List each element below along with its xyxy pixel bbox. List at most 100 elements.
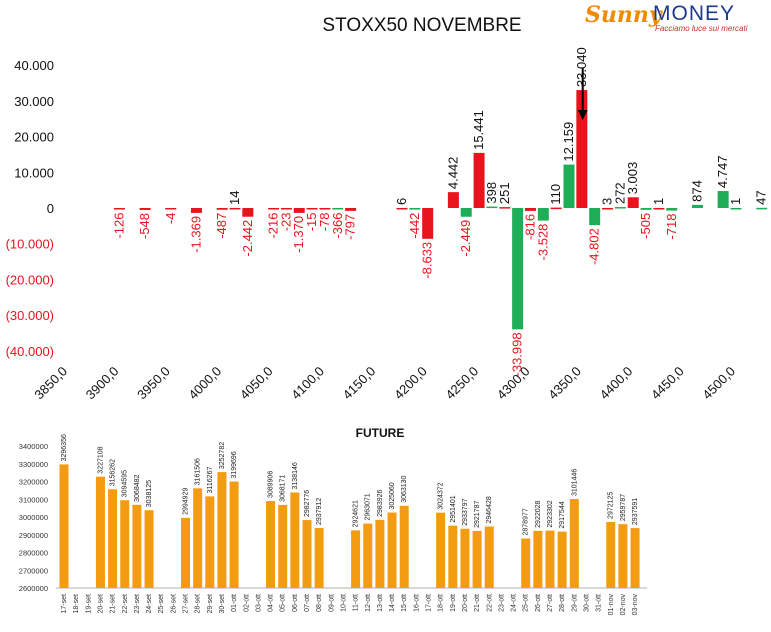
bar-data-label: -366 — [330, 213, 345, 239]
future-bar — [120, 500, 130, 588]
future-x-tick-label: 13-ott — [377, 594, 384, 612]
future-x-tick-label: 07-ott — [304, 594, 311, 612]
future-y-tick-label: 3000000 — [19, 513, 48, 522]
bar — [550, 207, 562, 210]
future-bar — [545, 530, 555, 588]
future-y-tick-label: 2600000 — [19, 584, 48, 593]
future-bar-label: 2972125 — [608, 492, 615, 519]
future-bar — [59, 464, 69, 588]
y-tick-label: 40.000 — [14, 58, 54, 73]
future-bar-label: 2921787 — [474, 501, 481, 528]
future-x-tick-label: 20-set — [97, 594, 104, 614]
future-bar-label: 3138146 — [292, 462, 299, 489]
x-tick-label: 4000,0 — [186, 364, 225, 403]
future-x-tick-label: 21-ott — [474, 594, 481, 612]
bar-data-label: 12.159 — [561, 122, 576, 162]
future-bar — [533, 530, 543, 588]
future-bar — [290, 492, 300, 588]
future-bar-label: 3252782 — [219, 442, 226, 469]
bar — [165, 208, 177, 210]
bar-data-label: -816 — [522, 214, 537, 240]
future-bar — [363, 523, 373, 588]
future-bar-label: 3063130 — [401, 475, 408, 502]
chart-title: STOXX50 NOVEMBRE — [322, 15, 521, 36]
future-x-tick-label: 17-set — [61, 594, 68, 614]
x-tick-label: 4250,0 — [442, 364, 481, 403]
future-y-tick-label: 3100000 — [19, 495, 48, 504]
future-bar-label: 3038125 — [146, 480, 153, 507]
future-bar-label: 3024372 — [438, 482, 445, 509]
future-x-tick-label: 20-ott — [462, 594, 469, 612]
bar-data-label: 6 — [394, 198, 409, 205]
bar — [756, 207, 768, 210]
future-bar — [278, 504, 288, 588]
future-x-tick-label: 25-ott — [523, 594, 530, 612]
future-x-tick-label: 16-ott — [413, 594, 420, 612]
y-tick-label: (10.000) — [6, 237, 54, 252]
future-x-tick-label: 15-ott — [401, 594, 408, 612]
bar — [229, 207, 241, 210]
bar-data-label: -2.442 — [240, 220, 255, 257]
y-tick-label: (30.000) — [6, 308, 54, 323]
y-tick-label: 30.000 — [14, 94, 54, 109]
future-bar — [181, 517, 190, 588]
bar — [280, 208, 292, 210]
future-x-tick-label: 02-ott — [243, 594, 250, 612]
bar — [396, 207, 408, 210]
future-bar-label: 2959787 — [620, 494, 627, 521]
bar-data-label: -2.449 — [458, 220, 473, 257]
future-bar-label: 2937912 — [316, 498, 323, 525]
bar — [422, 208, 434, 239]
future-bar-label: 2878977 — [523, 508, 530, 535]
future-bar — [557, 531, 567, 588]
future-x-tick-label: 18-set — [73, 594, 80, 614]
x-tick-label: 4500,0 — [699, 364, 738, 403]
future-bar — [229, 481, 239, 588]
bar — [306, 208, 318, 210]
bar — [717, 191, 729, 208]
future-bar-label: 2963071 — [365, 493, 372, 520]
bar — [640, 208, 652, 210]
future-bar-label: 2982776 — [304, 490, 311, 517]
future-bar — [460, 528, 470, 588]
y-tick-label: (40.000) — [6, 344, 54, 359]
future-x-tick-label: 28-set — [195, 594, 202, 614]
x-tick-label: 3900,0 — [83, 364, 122, 403]
future-x-tick-label: 02-nov — [620, 594, 627, 616]
future-bar-label: 3156262 — [110, 459, 117, 486]
future-bar — [399, 505, 409, 588]
future-x-tick-label: 23-set — [134, 594, 141, 614]
bar-data-label: -126 — [111, 213, 126, 239]
bar-data-label: 33.040 — [574, 47, 589, 87]
bar — [345, 208, 357, 211]
future-bar — [266, 501, 276, 588]
future-bar — [132, 504, 142, 588]
future-bar-label: 2923302 — [547, 500, 554, 527]
future-x-tick-label: 03-nov — [632, 594, 639, 616]
bar-data-label: -4 — [163, 213, 178, 225]
bar-data-label: 110 — [548, 184, 563, 205]
future-bar — [569, 498, 579, 588]
future-bar-label: 3227108 — [97, 446, 104, 473]
future-bar-label: 3116267 — [207, 467, 214, 494]
future-x-tick-label: 30-ott — [583, 594, 590, 612]
future-x-tick-label: 01-nov — [608, 594, 615, 616]
future-x-tick-label: 21-set — [110, 594, 117, 614]
future-bar — [472, 530, 482, 588]
future-bar — [314, 528, 324, 588]
future-bar — [618, 524, 628, 588]
bar-data-label: 251 — [497, 182, 512, 204]
bar — [563, 164, 575, 208]
bar — [473, 152, 485, 208]
brand-name-part2: MONEY — [653, 2, 736, 25]
bar-data-label: 272 — [612, 182, 627, 204]
bar-data-label: -797 — [343, 214, 358, 240]
bar — [268, 208, 280, 210]
future-bar — [205, 496, 215, 588]
future-y-tick-label: 2800000 — [19, 549, 48, 558]
future-x-tick-label: 29-ott — [571, 594, 578, 612]
y-tick-label: 20.000 — [14, 130, 54, 145]
future-bar-label: 3161506 — [195, 458, 202, 485]
bar — [537, 208, 549, 221]
future-x-tick-label: 25-set — [158, 594, 165, 614]
